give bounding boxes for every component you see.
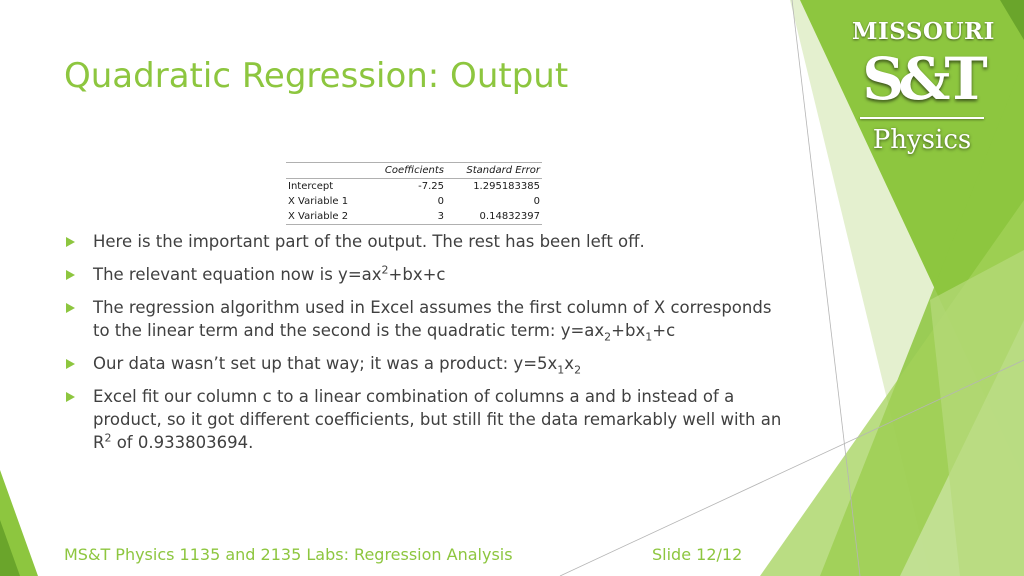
bullet-item: Our data wasn’t set up that way; it was … (64, 352, 784, 375)
bullet-text: The relevant equation now is y=ax (93, 265, 382, 284)
bullet-text: +bx+c (388, 265, 446, 284)
std-error-cell: 0.14832397 (446, 209, 542, 225)
exponent: 2 (381, 263, 389, 277)
subscript: 2 (604, 330, 612, 344)
missouri-st-physics-logo: MISSOURI S&T Physics (852, 18, 995, 186)
bullet-arrow-icon (66, 270, 75, 280)
std-error-cell: 0 (533, 196, 540, 207)
footer-slide-number: Slide 12/12 (652, 545, 743, 564)
bullet-list: Here is the important part of the output… (64, 230, 784, 464)
bullet-arrow-icon (66, 237, 75, 247)
bullet-text: Excel fit our column c to a linear combi… (93, 387, 782, 452)
bullet-text: Our data wasn’t set up that way; it was … (93, 354, 558, 373)
logo-physics-text: Physics (872, 125, 972, 155)
logo-st-text: S&T (862, 45, 987, 113)
coefficient-cell: 3 (356, 209, 446, 225)
logo-missouri-text: MISSOURI (852, 18, 995, 45)
table-header-row: Coefficients Standard Error (286, 162, 542, 179)
bullet-arrow-icon (66, 359, 75, 369)
bullet-text: Here is the important part of the output… (93, 232, 645, 251)
bullet-arrow-icon (66, 392, 75, 402)
exponent: 2 (104, 431, 112, 445)
bullet-text: x (564, 354, 575, 373)
bullet-item: Here is the important part of the output… (64, 230, 784, 253)
bullet-text: +c (652, 321, 676, 340)
bullet-text: of 0.933803694. (111, 433, 254, 452)
table-header-cell: Standard Error (446, 162, 542, 179)
subscript: 1 (645, 330, 653, 344)
bullet-text: The regression algorithm used in Excel a… (93, 298, 772, 340)
std-error-cell: 1.295183385 (473, 181, 540, 192)
row-label: X Variable 1 (288, 196, 349, 207)
table-row: X Variable 2 3 0.14832397 (286, 209, 542, 225)
table-row: Intercept -7.25 1.295183385 (286, 179, 542, 195)
coefficient-cell: -7.25 (418, 181, 444, 192)
row-label: X Variable 2 (286, 209, 356, 225)
bullet-arrow-icon (66, 303, 75, 313)
bullet-item: The regression algorithm used in Excel a… (64, 296, 784, 342)
bullet-text: +bx (611, 321, 646, 340)
row-label: Intercept (288, 181, 334, 192)
coefficient-cell: 0 (437, 196, 444, 207)
footer-course-title: MS&T Physics 1135 and 2135 Labs: Regress… (64, 545, 513, 564)
subscript: 2 (574, 363, 582, 377)
logo-divider (860, 117, 984, 119)
table-header-cell: Coefficients (356, 162, 446, 179)
bullet-item: Excel fit our column c to a linear combi… (64, 385, 784, 454)
table-row: X Variable 1 0 0 (286, 194, 542, 209)
regression-output-table: Coefficients Standard Error Intercept -7… (286, 162, 542, 225)
table-header-cell (286, 162, 356, 179)
slide-title: Quadratic Regression: Output (64, 56, 569, 96)
subscript: 1 (557, 363, 565, 377)
bullet-item: The relevant equation now is y=ax2+bx+c (64, 263, 784, 286)
